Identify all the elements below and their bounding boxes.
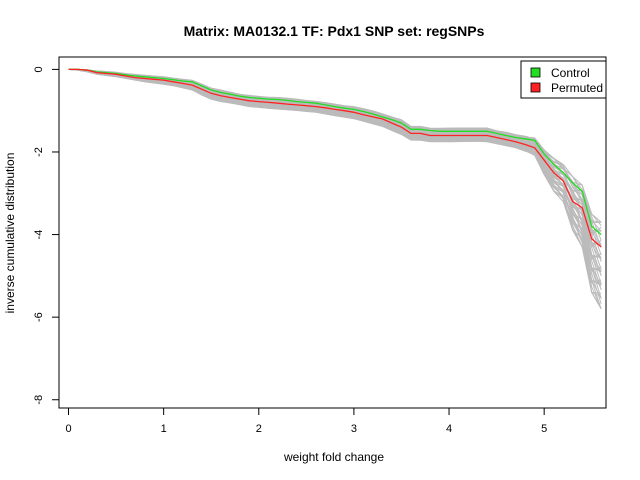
y-tick-label: -8 [33,395,45,405]
x-tick-label: 5 [541,423,547,435]
series-lines [68,68,602,248]
y-axis: 0 -2 -4 -6 -8 [33,66,60,405]
x-tick-label: 4 [446,423,452,435]
y-axis-label: inverse cumulative distribution [3,153,17,314]
legend-label-control: Control [551,66,590,80]
permuted-replicate-line [68,68,602,310]
x-tick-label: 2 [256,423,262,435]
legend-label-permuted: Permuted [551,81,603,95]
series-line-control [68,68,602,236]
x-tick-label: 3 [351,423,357,435]
x-axis: 0 1 2 3 4 5 [65,407,547,435]
y-tick-label: -4 [33,230,45,240]
y-tick-label: -6 [33,312,45,322]
x-tick-label: 1 [161,423,167,435]
y-tick-label: 0 [33,66,45,72]
legend-swatch-permuted [530,82,541,93]
chart-title: Matrix: MA0132.1 TF: Pdx1 SNP set: regSN… [184,23,485,39]
x-axis-label: weight fold change [283,450,384,464]
y-tick-label: -2 [33,147,45,157]
x-tick-label: 0 [65,423,71,435]
legend: Control Permuted [520,60,607,99]
legend-swatch-control [530,67,541,78]
series-line-permuted [68,68,602,248]
